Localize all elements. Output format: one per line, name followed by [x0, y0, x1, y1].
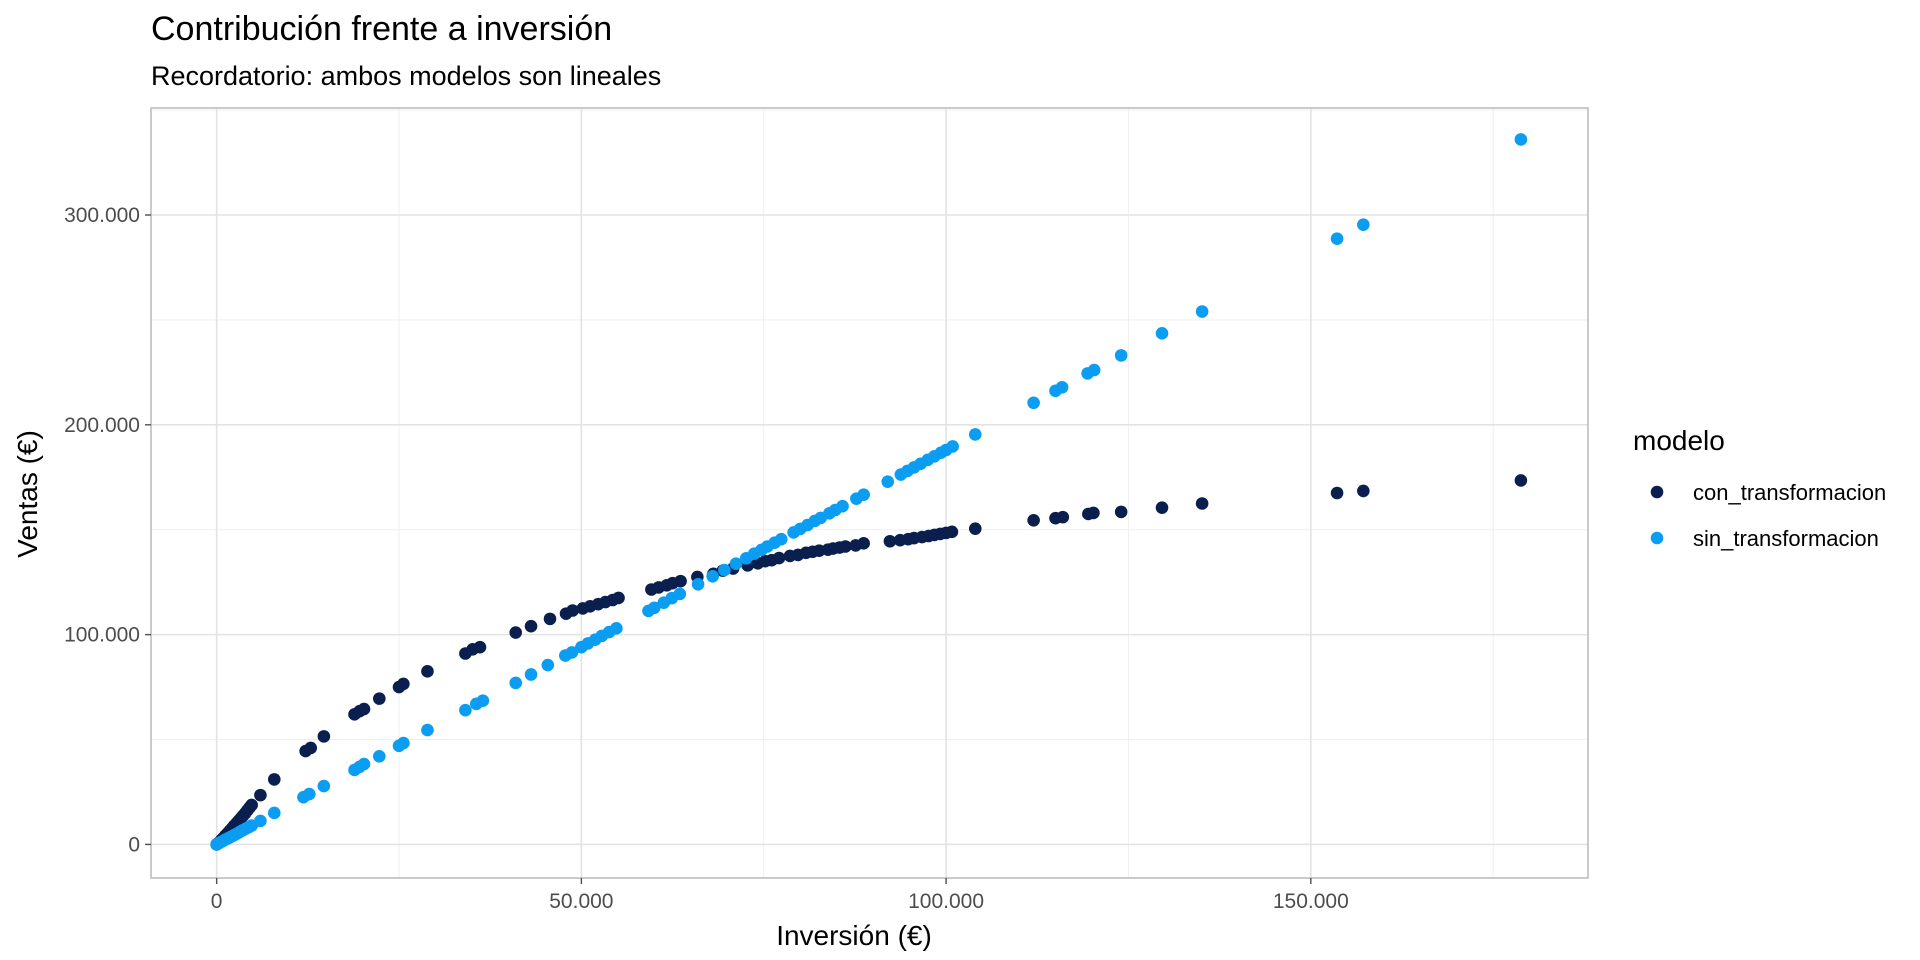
data-point — [674, 574, 687, 588]
data-point — [543, 612, 557, 626]
data-point — [1514, 474, 1528, 487]
data-point — [1027, 396, 1040, 410]
data-point — [421, 665, 434, 678]
chart-subtitle: Recordatorio: ambos modelos son lineales — [151, 61, 661, 91]
legend: modelo con_transformacion sin_transformac… — [1633, 425, 1886, 551]
data-point — [397, 677, 410, 691]
y-tick-label: 200.000 — [64, 414, 140, 437]
data-point — [245, 798, 258, 812]
data-point — [459, 703, 472, 717]
x-tick-label: 0 — [211, 890, 223, 913]
x-axis: 0 50.000 100.000 150.000 — [211, 878, 1349, 913]
data-point — [1514, 133, 1528, 146]
data-point — [691, 577, 705, 591]
y-axis-title: Ventas (€) — [12, 430, 43, 558]
x-axis-title: Inversión (€) — [776, 920, 932, 951]
data-point — [1087, 506, 1100, 520]
data-point — [267, 773, 281, 786]
data-point — [541, 658, 555, 672]
legend-swatch — [1650, 531, 1664, 545]
data-point — [357, 757, 371, 771]
data-point — [774, 532, 788, 546]
data-point — [881, 475, 895, 488]
data-point — [476, 694, 490, 708]
data-point — [509, 676, 523, 690]
gridlines — [151, 108, 1588, 878]
data-point — [706, 569, 719, 583]
data-point — [509, 626, 523, 639]
data-point — [304, 741, 318, 755]
data-point — [772, 551, 786, 565]
data-point — [565, 646, 579, 659]
legend-label: con_transformacion — [1693, 480, 1886, 505]
data-point — [524, 619, 538, 633]
plot-panel-border — [150, 107, 1589, 879]
data-point — [317, 730, 331, 743]
data-point — [254, 788, 267, 802]
x-tick-label: 50.000 — [549, 890, 613, 913]
data-point — [1195, 305, 1209, 318]
data-point — [421, 723, 434, 737]
data-point — [1114, 505, 1128, 519]
data-point — [373, 692, 386, 705]
data-point — [397, 736, 410, 750]
data-point — [317, 779, 331, 793]
data-point — [1027, 513, 1040, 527]
x-tick-label: 150.000 — [1273, 890, 1349, 913]
data-point — [473, 640, 487, 654]
data-point — [357, 702, 371, 716]
y-tick-label: 300.000 — [64, 204, 140, 227]
data-point — [610, 622, 623, 635]
data-point — [946, 440, 959, 453]
legend-label: sin_transformacion — [1693, 526, 1879, 551]
data-point — [1357, 484, 1370, 498]
data-point — [267, 806, 281, 820]
y-tick-label: 0 — [128, 833, 140, 856]
data-point — [1155, 327, 1169, 340]
data-point — [836, 499, 849, 513]
data-point — [1330, 232, 1344, 246]
data-point — [1330, 486, 1344, 500]
legend-swatch — [1650, 485, 1664, 499]
data-point — [968, 522, 982, 535]
data-point — [673, 587, 687, 601]
data-point — [718, 563, 731, 577]
data-point — [1114, 349, 1128, 362]
x-tick-label: 100.000 — [908, 890, 984, 913]
data-point — [566, 604, 579, 617]
data-point — [1195, 497, 1209, 510]
data-point — [1087, 363, 1101, 377]
legend-title: modelo — [1633, 425, 1725, 456]
data-point — [1056, 510, 1070, 524]
data-point — [302, 787, 316, 801]
data-point — [648, 601, 661, 615]
data-point — [968, 428, 982, 441]
data-point — [729, 557, 743, 571]
y-tick-label: 100.000 — [64, 624, 140, 647]
data-point — [1055, 380, 1069, 394]
data-point — [857, 488, 870, 501]
data-point — [612, 591, 625, 605]
data-point — [1155, 501, 1169, 514]
series-con_transformacion — [210, 474, 1528, 851]
chart-title: Contribución frente a inversión — [151, 10, 612, 48]
data-point — [373, 750, 386, 763]
series-sin_transformacion — [210, 133, 1528, 851]
data-point — [839, 540, 852, 553]
data-point — [254, 814, 267, 828]
y-axis: 0 100.000 200.000 300.000 — [64, 204, 151, 856]
data-point — [524, 668, 538, 681]
data-point — [945, 525, 959, 539]
data-point — [857, 537, 870, 550]
data-point — [883, 534, 897, 548]
data-point — [1357, 218, 1370, 231]
data-points — [210, 133, 1528, 851]
